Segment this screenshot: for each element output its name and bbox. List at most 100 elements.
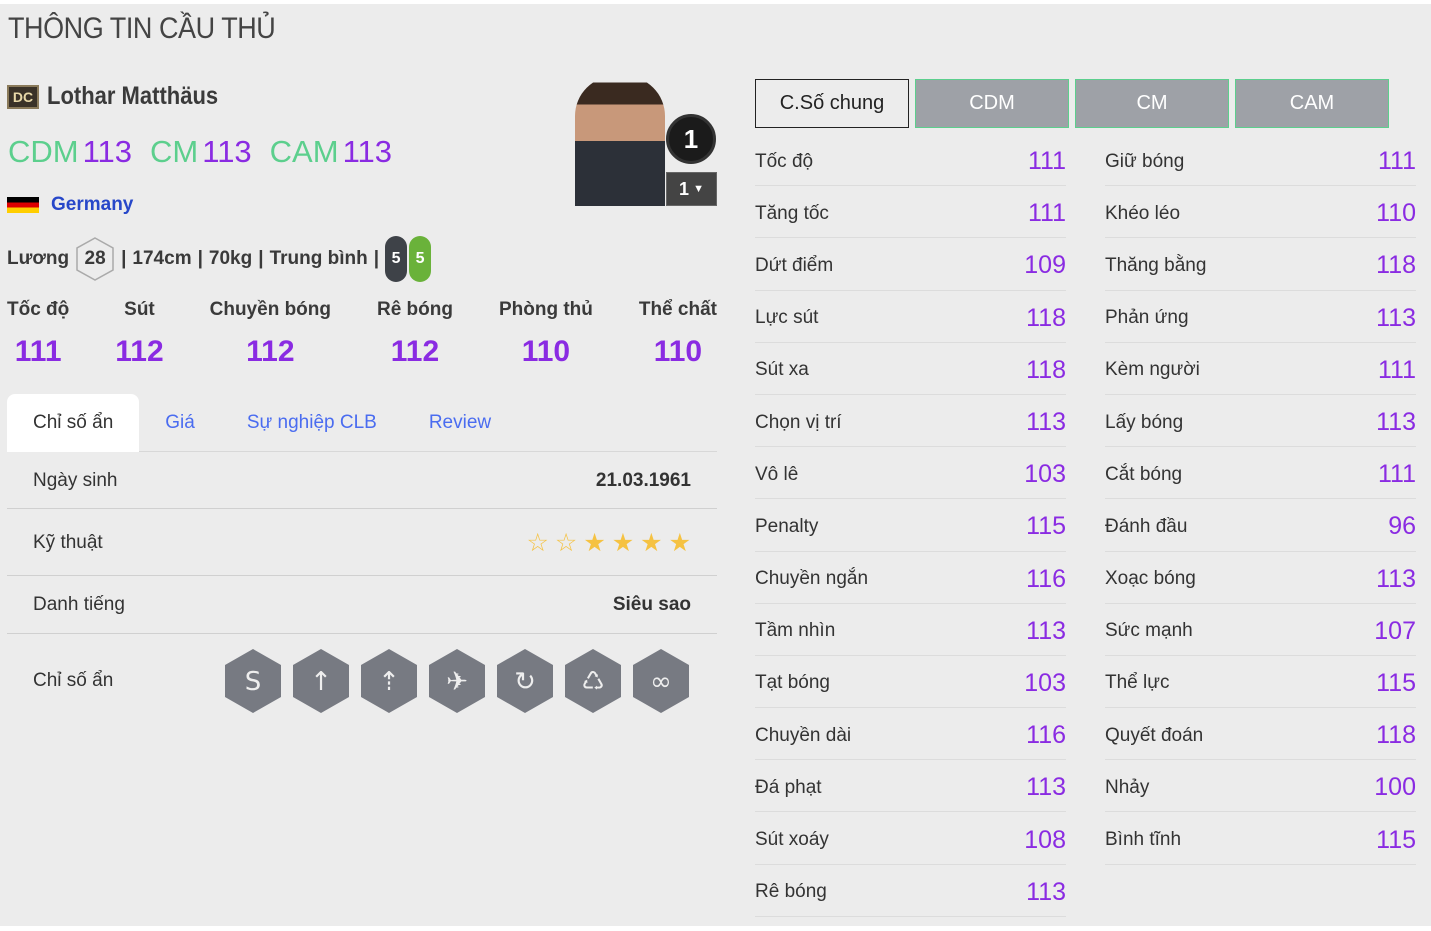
stat-value: 115	[1376, 825, 1416, 854]
stat-value: 111	[1377, 460, 1416, 489]
tab-hidden-stats[interactable]: Chỉ số ẩn	[7, 393, 140, 452]
stat-row: Thăng bằng 118	[1105, 238, 1416, 291]
dribbler-trait-icon[interactable]: ∞	[631, 648, 691, 714]
stat-row: Đá phạt 113	[755, 760, 1066, 813]
svg-text:↻: ↻	[514, 667, 536, 697]
stat-value: 118	[1376, 251, 1416, 280]
main-stat: Chuyền bóng 112	[210, 299, 331, 369]
main-stat-label: Tốc độ	[7, 299, 70, 320]
tab-club-career[interactable]: Sự nghiệp CLB	[246, 411, 377, 433]
germany-flag-icon	[7, 197, 39, 213]
svg-text:♺: ♺	[581, 667, 604, 697]
svg-text:S: S	[245, 667, 262, 697]
nation-link[interactable]: Germany	[51, 194, 134, 215]
stat-label: Chuyền ngắn	[755, 568, 869, 590]
star-filled-icon: ★	[583, 528, 606, 557]
stat-value: 115	[1376, 668, 1416, 697]
star-filled-icon: ★	[668, 528, 691, 557]
tab-price[interactable]: Giá	[165, 411, 195, 433]
body-type: Trung bình	[269, 248, 368, 269]
main-stat: Rê bóng 112	[377, 299, 453, 369]
stat-value: 118	[1026, 303, 1066, 332]
finesse-shot-trait-icon[interactable]: ✈	[427, 648, 487, 714]
stats-column-left: Tốc độ 111 Tăng tốc 111 Dứt điểm 109 Lực sút 11…	[755, 134, 1066, 917]
position: CAM	[269, 134, 339, 169]
tab-review[interactable]: Review	[428, 411, 492, 433]
traits-list: S ↑ ⇡ ✈ ↻ ♺ ∞	[223, 648, 691, 714]
stat-value: 118	[1376, 721, 1416, 750]
stat-row: Tăng tốc 111	[755, 186, 1066, 239]
detail-tabs: Chỉ số ẩn Giá Sự nghiệp CLB Review	[7, 393, 717, 452]
player-info-panel: THÔNG TIN CẦU THỦ DC Lothar Matthäus CDM…	[0, 4, 1431, 926]
position: CDM	[8, 134, 79, 169]
stat-row: Tốc độ 111	[755, 134, 1066, 187]
stat-value: 113	[1376, 408, 1416, 437]
right-foot: 5	[409, 236, 432, 282]
level-dropdown[interactable]: 1 ▼	[666, 172, 717, 206]
main-stat-label: Thể chất	[638, 299, 717, 320]
rank-badge: 1	[666, 114, 716, 164]
stat-label: Sức mạnh	[1105, 620, 1193, 642]
stat-label: Tăng tốc	[755, 202, 829, 224]
stat-value: 109	[1024, 251, 1066, 280]
stat-row: Lấy bóng 113	[1105, 395, 1416, 448]
main-stat: Tốc độ 111	[7, 299, 69, 369]
stat-value: 116	[1026, 721, 1066, 750]
stat-label: Vô lê	[755, 463, 799, 485]
stat-value: 111	[1027, 147, 1066, 176]
player-photo	[575, 76, 665, 206]
stat-row: Xoạc bóng 113	[1105, 552, 1416, 604]
stat-row: Tạt bóng 103	[755, 656, 1066, 709]
stat-label: Rê bóng	[755, 881, 827, 903]
tab-general-stats[interactable]: C.Số chung	[755, 79, 909, 128]
stat-row: Rê bóng 113	[755, 865, 1066, 917]
birth-date: 21.03.1961	[595, 469, 691, 491]
stat-value: 116	[1026, 564, 1066, 593]
stat-tabs: C.Số chung CDM CM CAM	[755, 79, 1389, 128]
main-stat-value: 111	[14, 335, 62, 368]
tab-cm[interactable]: CM	[1075, 79, 1229, 128]
traits-row: Chỉ số ẩn S ↑ ⇡ ✈ ↻ ♺ ∞	[7, 636, 717, 726]
svg-text:∞: ∞	[650, 667, 672, 697]
stat-value: 118	[1026, 355, 1066, 384]
tab-cam[interactable]: CAM	[1235, 79, 1389, 128]
stat-value: 108	[1024, 825, 1066, 854]
long-shot-trait-icon[interactable]: ↑	[291, 648, 351, 714]
stat-label: Nhảy	[1105, 776, 1150, 798]
position-rating: 113	[202, 134, 252, 169]
stat-label: Penalty	[755, 515, 819, 537]
caret-down-icon: ▼	[693, 183, 704, 195]
birth-label: Ngày sinh	[33, 469, 118, 491]
stat-label: Bình tĩnh	[1105, 829, 1182, 851]
stat-row: Chọn vị trí 113	[755, 395, 1066, 448]
fame-label: Danh tiếng	[33, 593, 125, 615]
stat-row: Thể lực 115	[1105, 656, 1416, 709]
stat-row: Penalty 115	[755, 499, 1066, 552]
main-stat: Phòng thủ 110	[499, 299, 593, 369]
curl-pass-trait-icon[interactable]: ↻	[495, 648, 555, 714]
skill-row: Kỹ thuật ☆ ☆ ★ ★ ★ ★	[7, 510, 717, 576]
power-header-trait-icon[interactable]: ⇡	[359, 648, 419, 714]
position: CM	[150, 134, 199, 169]
stat-value: 111	[1027, 199, 1066, 228]
main-stat-value: 110	[521, 335, 571, 368]
main-stat-label: Rê bóng	[376, 299, 453, 320]
main-stat-value: 112	[246, 335, 295, 368]
star-empty-icon: ☆	[526, 528, 549, 557]
lungs-stamina-trait-icon[interactable]: ♺	[563, 648, 623, 714]
salary-badge: 28	[75, 236, 115, 282]
stat-value: 103	[1024, 668, 1066, 697]
stat-value: 107	[1374, 616, 1416, 645]
snake-trait-icon[interactable]: S	[223, 648, 283, 714]
stat-label: Lấy bóng	[1105, 411, 1184, 433]
stat-label: Quyết đoán	[1105, 724, 1204, 746]
stat-label: Cắt bóng	[1105, 463, 1183, 485]
stat-row: Tầm nhìn 113	[755, 604, 1066, 656]
stat-value: 113	[1026, 773, 1066, 802]
tab-cdm[interactable]: CDM	[915, 79, 1069, 128]
player-info-row: Lương 28 | 174cm | 70kg | Trung bình | 5 5	[7, 236, 432, 282]
player-name: Lothar Matthäus	[47, 82, 219, 110]
stat-row: Dứt điểm 109	[755, 238, 1066, 291]
main-stat-label: Sút	[124, 299, 155, 320]
stat-row: Cắt bóng 111	[1105, 447, 1416, 500]
